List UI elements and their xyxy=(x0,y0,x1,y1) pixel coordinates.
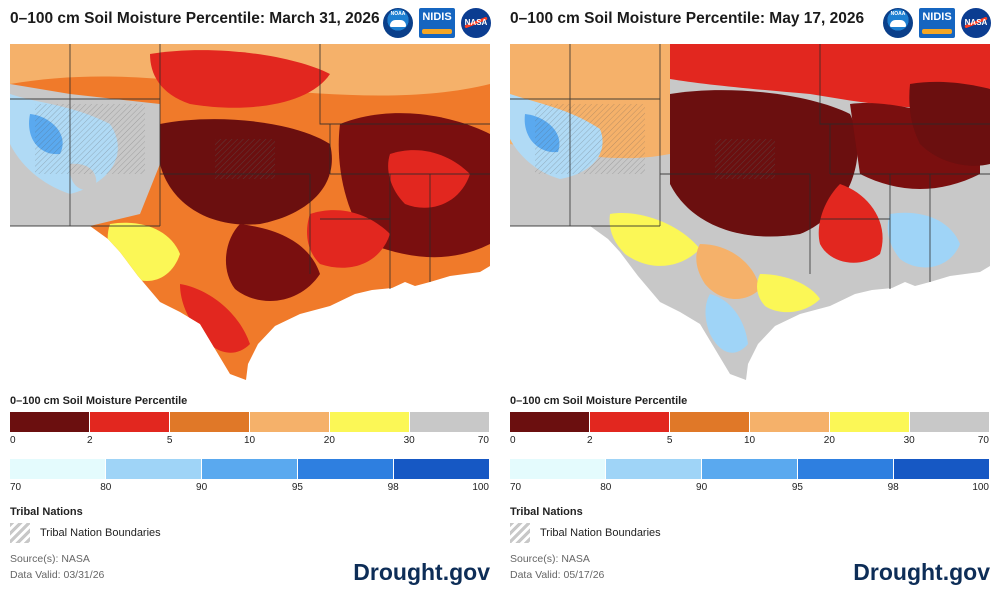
source-text: Source(s): NASA xyxy=(510,553,590,565)
soil-moisture-map xyxy=(510,44,990,384)
legend-swatch-warm-0 xyxy=(10,412,89,432)
legend-bar-wet xyxy=(10,459,489,479)
map-title: 0–100 cm Soil Moisture Percentile: March… xyxy=(10,10,380,27)
legend-tick-label: 100 xyxy=(972,482,989,493)
legend-tick-label: 30 xyxy=(403,435,415,446)
tribal-boundary-swatch xyxy=(10,523,30,543)
nidis-logo-text: NIDIS xyxy=(922,11,952,23)
legend-tick-label: 30 xyxy=(903,435,915,446)
noaa-logo: NOAA xyxy=(383,8,413,38)
legend-title: 0–100 cm Soil Moisture Percentile xyxy=(510,395,688,407)
legend-tick-label: 20 xyxy=(823,435,835,446)
nidis-logo: NIDIS xyxy=(419,8,455,38)
legend-tick-label: 5 xyxy=(666,435,673,446)
map-panel-may: 0–100 cm Soil Moisture Percentile: May 1… xyxy=(500,0,1000,603)
map-title: 0–100 cm Soil Moisture Percentile: May 1… xyxy=(510,10,865,27)
legend-swatch-warm-4 xyxy=(829,412,909,432)
nasa-logo-text: NASA xyxy=(464,18,488,27)
legend-bar-wet xyxy=(510,459,989,479)
legend-swatch-cool-3 xyxy=(297,459,393,479)
legend-swatch-cool-4 xyxy=(393,459,489,479)
source-text: Source(s): NASA xyxy=(10,553,90,565)
legend-bar-dry xyxy=(510,412,989,432)
legend-tick-label: 2 xyxy=(587,435,593,446)
legend-swatch-warm-2 xyxy=(169,412,249,432)
legend-swatch-warm-5 xyxy=(409,412,489,432)
tribal-nations-title: Tribal Nations xyxy=(510,506,583,518)
legend-tick-label: 0 xyxy=(510,435,516,446)
legend-tick-label: 5 xyxy=(166,435,173,446)
legend-title: 0–100 cm Soil Moisture Percentile xyxy=(10,395,188,407)
legend-swatch-warm-2 xyxy=(669,412,749,432)
legend-swatch-warm-3 xyxy=(249,412,329,432)
legend-tick-label: 95 xyxy=(291,482,303,493)
legend-swatch-warm-5 xyxy=(909,412,989,432)
noaa-logo: NOAA xyxy=(883,8,913,38)
noaa-logo-text: NOAA xyxy=(390,11,406,17)
legend-swatch-cool-3 xyxy=(797,459,893,479)
nidis-logo: NIDIS xyxy=(919,8,955,38)
drought-gov-brand: Drought.gov xyxy=(853,559,990,585)
data-valid-text: Data Valid: 03/31/26 xyxy=(10,569,105,581)
legend-tick-label: 98 xyxy=(387,482,399,493)
legend-swatch-cool-0 xyxy=(10,459,105,479)
legend-tick-label: 70 xyxy=(510,482,522,493)
legend-tick-label: 70 xyxy=(477,435,489,446)
legend-swatch-warm-0 xyxy=(510,412,589,432)
legend-swatch-cool-0 xyxy=(510,459,605,479)
tribal-boundary-label: Tribal Nation Boundaries xyxy=(540,527,661,539)
legend-tick-label: 70 xyxy=(10,482,22,493)
tribal-boundary-swatch xyxy=(510,523,530,543)
noaa-logo-text: NOAA xyxy=(890,11,906,17)
legend-swatch-cool-4 xyxy=(893,459,989,479)
legend-swatch-cool-2 xyxy=(201,459,297,479)
tribal-nations-title: Tribal Nations xyxy=(10,506,83,518)
legend-tick-label: 90 xyxy=(696,482,708,493)
agency-logos: NOAA NIDIS NASA xyxy=(383,8,493,40)
legend-swatch-cool-1 xyxy=(105,459,201,479)
agency-logos: NOAA NIDIS NASA xyxy=(883,8,993,40)
legend-tick-label: 98 xyxy=(887,482,899,493)
legend-tick-label: 10 xyxy=(743,435,756,446)
legend-tick-label: 20 xyxy=(323,435,335,446)
legend-swatch-warm-4 xyxy=(329,412,409,432)
legend-tick-label: 80 xyxy=(100,482,112,493)
nasa-logo-text: NASA xyxy=(964,18,988,27)
legend-tick-label: 100 xyxy=(472,482,489,493)
legend-ticks-wet: 70 80 90 95 98 100 xyxy=(510,482,989,494)
legend-swatch-cool-1 xyxy=(605,459,701,479)
legend-tick-label: 95 xyxy=(791,482,803,493)
legend-swatch-warm-1 xyxy=(89,412,169,432)
soil-moisture-map xyxy=(10,44,490,384)
legend-tick-label: 90 xyxy=(196,482,208,493)
legend-tick-label: 80 xyxy=(600,482,612,493)
legend-swatch-warm-1 xyxy=(589,412,669,432)
legend-swatch-cool-2 xyxy=(701,459,797,479)
legend-ticks-wet: 70 80 90 95 98 100 xyxy=(10,482,489,494)
legend-ticks-dry: 0 2 5 10 20 30 70 xyxy=(510,435,989,447)
legend-bar-dry xyxy=(10,412,489,432)
legend-ticks-dry: 0 2 5 10 20 30 70 xyxy=(10,435,489,447)
tribal-boundary-label: Tribal Nation Boundaries xyxy=(40,527,161,539)
drought-gov-brand: Drought.gov xyxy=(353,559,490,585)
map-panel-march: 0–100 cm Soil Moisture Percentile: March… xyxy=(10,8,493,585)
legend-tick-label: 0 xyxy=(10,435,16,446)
nidis-logo-text: NIDIS xyxy=(422,11,452,23)
data-valid-text: Data Valid: 05/17/26 xyxy=(510,569,605,581)
legend-swatch-warm-3 xyxy=(749,412,829,432)
nasa-logo: NASA xyxy=(961,8,991,38)
legend-tick-label: 70 xyxy=(977,435,989,446)
nasa-logo: NASA xyxy=(461,8,491,38)
legend-tick-label: 2 xyxy=(87,435,93,446)
legend-tick-label: 10 xyxy=(243,435,256,446)
